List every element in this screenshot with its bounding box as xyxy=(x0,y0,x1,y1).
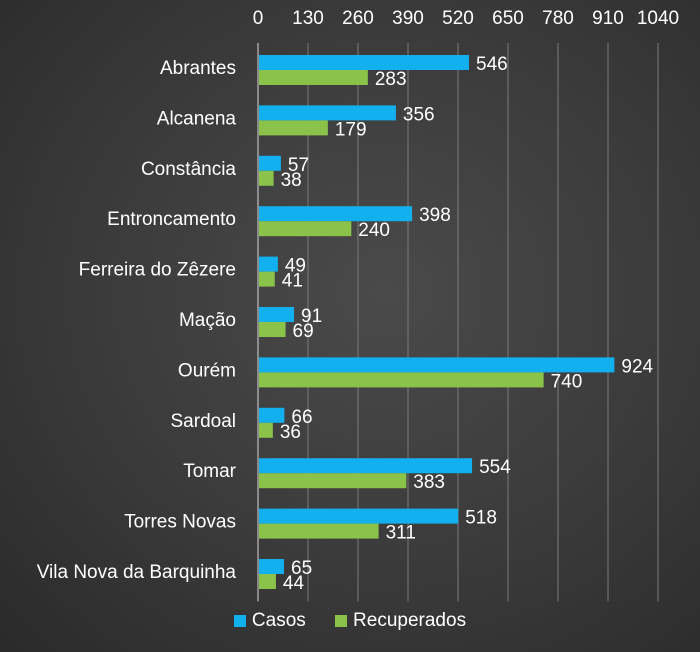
bar-recuperados xyxy=(259,120,328,136)
data-label-casos: 518 xyxy=(465,508,497,529)
data-label-recuperados: 179 xyxy=(335,119,367,140)
legend: Casos Recuperados xyxy=(0,610,700,633)
bar-recuperados xyxy=(259,322,286,337)
data-label-recuperados: 383 xyxy=(413,472,445,493)
bar-recuperados xyxy=(259,473,407,489)
category-label: Tomar xyxy=(183,461,236,482)
data-label-recuperados: 740 xyxy=(551,371,583,392)
bar-recuperados xyxy=(259,372,544,388)
data-label-recuperados: 36 xyxy=(280,422,301,443)
legend-label-casos: Casos xyxy=(251,610,306,631)
x-tick-label: 130 xyxy=(292,8,324,29)
data-label-recuperados: 69 xyxy=(293,321,314,342)
bar-casos xyxy=(259,206,413,222)
bar-casos xyxy=(259,105,396,121)
category-label: Ferreira do Zêzere xyxy=(79,260,236,281)
category-label: Alcanena xyxy=(157,108,237,129)
category-label: Mação xyxy=(179,310,236,331)
bar-casos xyxy=(259,458,473,474)
data-label-casos: 57 xyxy=(288,155,309,176)
data-label-casos: 398 xyxy=(419,205,451,226)
bar-recuperados xyxy=(259,70,368,85)
bar-recuperados xyxy=(259,523,379,539)
category-label: Ourém xyxy=(178,360,236,381)
bar-casos xyxy=(259,256,278,272)
bar-casos xyxy=(259,407,285,423)
data-label-recuperados: 44 xyxy=(283,573,305,594)
legend-label-recuperados: Recuperados xyxy=(353,610,467,631)
x-tick-label: 910 xyxy=(592,8,624,29)
category-label: Abrantes xyxy=(160,58,236,79)
x-tick-label: 260 xyxy=(342,8,374,29)
category-label: Entroncamento xyxy=(107,209,236,230)
category-label: Vila Nova da Barquinha xyxy=(37,562,237,583)
data-label-recuperados: 38 xyxy=(281,170,302,191)
bar-recuperados xyxy=(259,422,273,438)
data-label-casos: 66 xyxy=(291,407,312,428)
bar-recuperados xyxy=(259,271,275,287)
data-label-casos: 924 xyxy=(621,356,653,377)
legend-item-recuperados: Recuperados xyxy=(335,610,466,632)
x-tick-label: 1040 xyxy=(637,8,679,29)
data-label-casos: 49 xyxy=(285,256,306,277)
data-label-recuperados: 41 xyxy=(282,271,303,292)
bar-chart: 0 130 260 390 520 650 780 910 1040 Abrantes 546 283… xyxy=(37,8,679,602)
data-label-recuperados: 240 xyxy=(358,220,390,241)
data-label-casos: 356 xyxy=(403,104,435,125)
bar-recuperados xyxy=(259,221,352,237)
bar-casos xyxy=(259,508,459,524)
x-tick-label: 390 xyxy=(392,8,424,29)
x-tick-label: 780 xyxy=(542,8,574,29)
bar-casos xyxy=(259,55,469,70)
legend-swatch-recuperados xyxy=(335,615,348,627)
bar-casos xyxy=(259,559,284,574)
data-label-casos: 546 xyxy=(476,54,508,75)
legend-swatch-casos xyxy=(233,615,246,627)
category-label: Torres Novas xyxy=(124,512,236,533)
data-label-casos: 65 xyxy=(291,558,312,579)
x-tick-label: 520 xyxy=(442,8,474,29)
x-tick-label: 650 xyxy=(492,8,524,29)
data-label-recuperados: 283 xyxy=(375,69,407,90)
bar-recuperados xyxy=(259,170,274,186)
bar-recuperados xyxy=(259,574,276,589)
bar-casos xyxy=(259,307,294,322)
bar-casos xyxy=(259,155,281,171)
x-tick-label: 0 xyxy=(253,8,264,29)
legend-item-casos: Casos xyxy=(233,610,306,632)
category-label: Constância xyxy=(141,159,236,180)
data-label-casos: 554 xyxy=(479,457,511,478)
bar-casos xyxy=(259,357,615,373)
data-label-recuperados: 311 xyxy=(386,523,416,544)
data-label-casos: 91 xyxy=(301,306,322,327)
category-label: Sardoal xyxy=(171,411,237,432)
